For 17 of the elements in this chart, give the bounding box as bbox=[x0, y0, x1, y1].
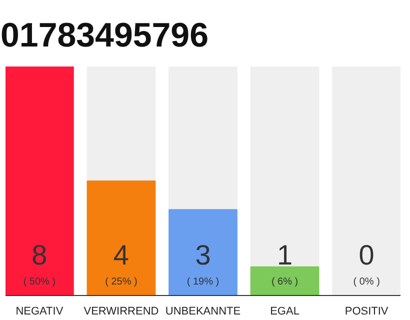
annotation: ( 25% ) bbox=[105, 276, 138, 288]
annotation: ( 19% ) bbox=[186, 276, 220, 288]
annotation: ( 6% ) bbox=[271, 276, 298, 288]
data-label: 8 bbox=[32, 240, 48, 270]
annotation: ( 0% ) bbox=[353, 276, 380, 288]
bar bbox=[250, 266, 320, 296]
x-tick-label: VERWIRREND bbox=[84, 306, 159, 318]
chart-title: 01783495796 bbox=[0, 16, 209, 54]
data-label: 4 bbox=[113, 240, 130, 270]
data-label: 1 bbox=[276, 240, 293, 270]
data-label: 3 bbox=[195, 240, 211, 270]
x-tick-label: EGAL bbox=[270, 306, 300, 318]
annotation: ( 50% ) bbox=[23, 276, 56, 288]
x-tick-label: NEGATIV bbox=[16, 306, 64, 318]
x-tick-label: POSITIV bbox=[344, 306, 389, 318]
data-label: 0 bbox=[358, 240, 374, 270]
x-tick-label: UNBEKANNTE bbox=[165, 306, 241, 318]
